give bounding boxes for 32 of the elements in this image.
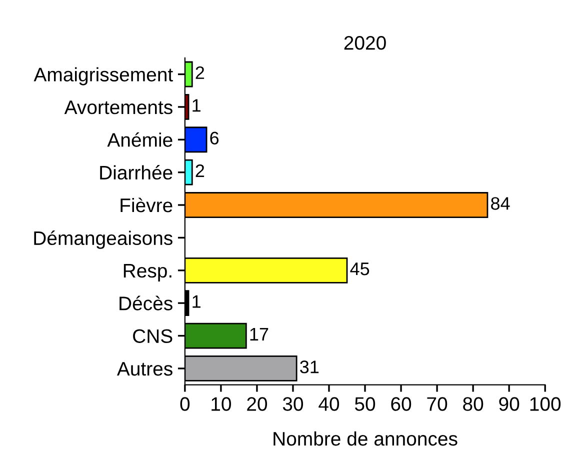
x-tick-label: 10 <box>212 397 231 411</box>
x-tick-label: 80 <box>463 397 484 411</box>
x-tick-label: 50 <box>354 397 376 411</box>
y-tick-label: Démangeaisons <box>34 230 172 249</box>
x-tick-label: 100 <box>530 397 561 411</box>
x-tick-label: 40 <box>318 397 340 411</box>
data-label: 1 <box>192 99 200 112</box>
data-label: 2 <box>196 66 204 79</box>
y-tick-label: Resp. <box>124 264 172 282</box>
x-tick-label: 0 <box>180 397 190 411</box>
data-label: 84 <box>491 197 510 210</box>
data-label: 17 <box>250 328 268 340</box>
x-tick-label: 60 <box>391 397 412 411</box>
data-label: 2 <box>196 164 204 177</box>
x-tick-label: 20 <box>247 397 268 411</box>
y-tick-label: Diarrhée <box>100 165 172 180</box>
data-label: 1 <box>192 295 200 308</box>
y-tick-label: Avortements <box>64 100 172 114</box>
data-label: 31 <box>300 360 319 374</box>
data-label: 45 <box>350 262 370 276</box>
data-label: 6 <box>210 132 219 144</box>
x-tick-label: 70 <box>427 397 448 411</box>
y-tick-label: Anémie <box>107 132 172 147</box>
x-tick-label: 30 <box>282 397 304 411</box>
y-tick-label: CNS <box>133 329 172 344</box>
chart-title: 2020 <box>344 36 386 50</box>
x-tick-label: 90 <box>499 397 520 411</box>
x-axis-title: Nombre de annonces <box>274 431 458 446</box>
y-tick-label: Amaigrissement <box>34 67 173 86</box>
y-tick-label: Fièvre <box>120 198 172 212</box>
y-tick-label: Autres <box>116 362 172 376</box>
y-tick-label: Décès <box>120 296 172 310</box>
